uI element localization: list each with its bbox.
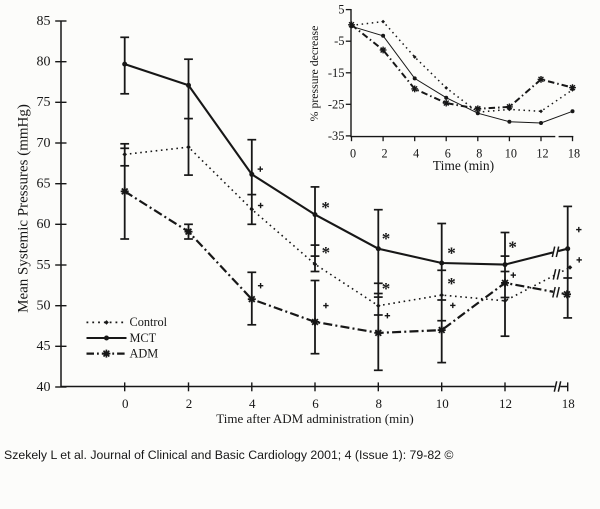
svg-text:50: 50 — [37, 298, 51, 313]
svg-text:0: 0 — [122, 396, 129, 411]
svg-text:65: 65 — [37, 176, 51, 191]
svg-text:*: * — [322, 243, 331, 262]
svg-text:60: 60 — [37, 217, 51, 232]
svg-text:-5: -5 — [334, 34, 344, 48]
svg-text:Szekely L et al. Journal of Cl: Szekely L et al. Journal of Clinical and… — [4, 448, 453, 462]
svg-text:*: * — [447, 243, 456, 262]
svg-text:6: 6 — [445, 146, 451, 160]
svg-text:ADM: ADM — [130, 346, 159, 360]
svg-text:-35: -35 — [328, 129, 345, 143]
svg-text:4: 4 — [413, 146, 419, 160]
svg-text:8: 8 — [476, 146, 482, 160]
svg-text:2: 2 — [186, 396, 193, 411]
svg-text:12: 12 — [536, 146, 548, 160]
svg-text:*: * — [508, 238, 517, 257]
svg-text:Time (min): Time (min) — [433, 158, 494, 173]
svg-text:8: 8 — [376, 396, 383, 411]
svg-text:0: 0 — [350, 146, 356, 160]
svg-text:*: * — [382, 279, 391, 298]
svg-text:12: 12 — [499, 396, 512, 411]
svg-text:85: 85 — [37, 14, 51, 29]
svg-text:75: 75 — [37, 95, 51, 110]
svg-text:18: 18 — [562, 396, 575, 411]
svg-text:80: 80 — [37, 54, 51, 69]
svg-text:Control: Control — [130, 315, 168, 329]
svg-text:*: * — [447, 274, 456, 293]
svg-text:Time after ADM administration: Time after ADM administration (min) — [216, 411, 413, 426]
svg-text:Mean Systemic Pressures (mmHg): Mean Systemic Pressures (mmHg) — [16, 104, 32, 313]
svg-text:5: 5 — [338, 3, 344, 17]
svg-text:6: 6 — [312, 396, 319, 411]
svg-text:40: 40 — [37, 380, 51, 395]
svg-text:18: 18 — [568, 146, 580, 160]
svg-text:MCT: MCT — [130, 331, 157, 345]
svg-text:45: 45 — [37, 339, 51, 354]
svg-text:10: 10 — [436, 396, 449, 411]
svg-text:-25: -25 — [328, 97, 345, 111]
svg-text:10: 10 — [505, 146, 517, 160]
svg-text:-15: -15 — [328, 66, 345, 80]
svg-text:*: * — [382, 229, 391, 248]
svg-text:2: 2 — [382, 146, 388, 160]
svg-text:4: 4 — [249, 396, 256, 411]
svg-text:70: 70 — [37, 136, 51, 151]
svg-text:55: 55 — [37, 258, 51, 273]
svg-text:*: * — [321, 198, 330, 217]
svg-text:% pressure decrease: % pressure decrease — [307, 26, 321, 122]
